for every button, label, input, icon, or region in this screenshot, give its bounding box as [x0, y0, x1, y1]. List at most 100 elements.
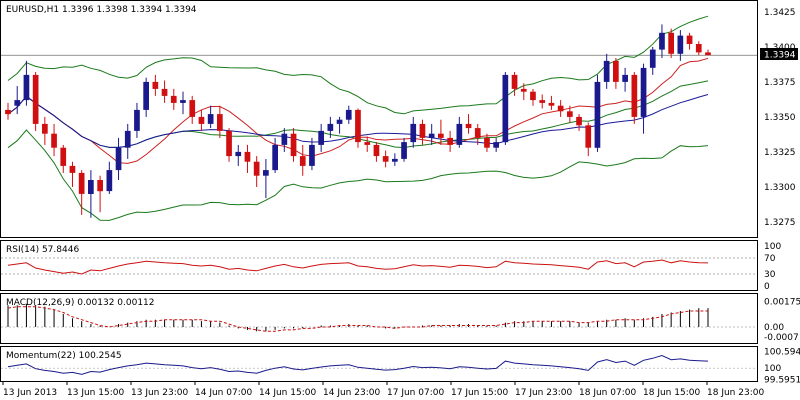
momentum-header: Momentum(22) 100.2545: [6, 351, 122, 361]
candle-body: [502, 74, 509, 143]
macd-tick-label: 0.00: [764, 323, 784, 333]
candle-body: [124, 130, 131, 148]
candle-body: [493, 142, 499, 148]
rsi-tick-label: 30: [764, 270, 776, 280]
price-tick-label: 1.3300: [764, 183, 796, 193]
candle-body: [631, 74, 638, 117]
price-tick-label: 1.3350: [764, 113, 796, 123]
candle-body: [88, 180, 94, 194]
momentum-series: 100.5945 100 99.5951: [1, 347, 800, 386]
candle-body: [438, 133, 444, 138]
time-tick-label: 14 Jun 07:00: [195, 388, 252, 398]
time-tick-label: 18 Jun 07:00: [579, 388, 636, 398]
candle-body: [189, 100, 196, 117]
candle-body: [382, 156, 389, 162]
candle-body: [640, 67, 647, 117]
candle-body: [78, 172, 85, 194]
candle-body: [60, 147, 67, 166]
momentum-tick-label: 99.5951: [764, 376, 800, 386]
time-tick-label: 17 Jun 23:00: [515, 388, 572, 398]
candle-body: [235, 151, 242, 157]
candle-body: [244, 151, 251, 162]
momentum-line: [7, 354, 709, 375]
candle-body: [318, 130, 324, 145]
candle-body: [410, 123, 417, 143]
candle-body: [447, 137, 453, 145]
macd-panel: [0, 293, 758, 344]
current-price-box: [760, 48, 798, 60]
price-tick-label: 1.3375: [764, 78, 796, 88]
candle-body: [567, 111, 573, 117]
candle-body: [548, 102, 555, 106]
candle-body: [161, 88, 168, 96]
candle-body: [456, 123, 463, 145]
macd-signal-line: [7, 306, 708, 332]
candle-body: [336, 119, 343, 124]
candle-body: [530, 91, 536, 101]
price-tick-label: 1.3325: [764, 148, 796, 158]
price-tick-label: 1.3275: [764, 218, 796, 228]
candle-body: [32, 74, 39, 124]
time-tick-label: 13 Jun 15:00: [67, 388, 124, 398]
candle-body: [659, 32, 665, 50]
candle-body: [511, 74, 518, 89]
rsi-line: [7, 259, 709, 275]
candle-body: [198, 116, 205, 124]
momentum-tick-label: 100: [764, 364, 781, 374]
candle-body: [299, 156, 306, 166]
candle-body: [134, 109, 140, 131]
rsi-tick-label: 70: [764, 254, 776, 264]
candle-body: [207, 114, 214, 124]
candle-body: [594, 81, 601, 148]
candle-body: [401, 142, 407, 159]
time-tick-label: 13 Jun 2013: [3, 388, 57, 398]
price-tick-label: 1.3400: [764, 43, 796, 53]
candle-body: [649, 49, 656, 68]
candle-body: [622, 74, 628, 82]
candle-body: [484, 137, 490, 148]
time-tick-label: 17 Jun 15:00: [451, 388, 508, 398]
rsi-series: 100 70 30 0: [1, 242, 781, 292]
candle-body: [345, 109, 352, 120]
candle-body: [705, 52, 711, 56]
candle-body: [392, 158, 398, 162]
rsi-tick-label: 100: [764, 242, 781, 252]
candle-body: [143, 81, 149, 110]
macd-tick-label: 0.00175: [764, 298, 800, 308]
macd-tick-label: -0.0007: [764, 333, 799, 343]
bollinger-upper-line: [7, 15, 709, 115]
current-price-label: 1.3394: [764, 51, 796, 61]
candle-body: [474, 128, 481, 138]
time-tick-label: 18 Jun 23:00: [707, 388, 764, 398]
price-tick-label: 1.3425: [764, 8, 796, 18]
candle-body: [281, 133, 288, 145]
candle-body: [263, 170, 269, 176]
candle-body: [217, 114, 223, 131]
candle-body: [309, 144, 315, 166]
rsi-tick-label: 0: [764, 282, 770, 292]
candle-body: [585, 125, 592, 148]
candle-body: [69, 165, 76, 173]
rsi-panel: [0, 240, 758, 291]
candle-body: [465, 123, 472, 129]
momentum-tick-label: 100.5945: [764, 347, 800, 357]
price-header: EURUSD,H1 1.3396 1.3398 1.3394 1.3394: [6, 5, 197, 15]
time-tick-label: 13 Jun 23:00: [131, 388, 188, 398]
candle-body: [419, 123, 426, 138]
time-tick-label: 14 Jun 15:00: [259, 388, 316, 398]
macd-series: 0.00175 0.00-0.0007: [1, 298, 800, 343]
candle-body: [97, 180, 103, 192]
candle-body: [42, 123, 48, 134]
axis-labels: 1.3425 1.3400 1.3375 1.3350 1.3325 1.3300 1.32…: [2, 8, 796, 398]
candle-body: [51, 133, 57, 148]
time-tick-label: 18 Jun 15:00: [643, 388, 700, 398]
candle-body: [253, 161, 260, 176]
time-tick-label: 14 Jun 23:00: [323, 388, 380, 398]
candle-body: [520, 88, 527, 92]
candle-body: [106, 170, 113, 192]
time-tick-label: 17 Jun 07:00: [387, 388, 444, 398]
macd-header: MACD(12,26,9) 0.00132 0.00112: [6, 298, 155, 308]
candle-body: [695, 44, 702, 53]
candle-body: [327, 123, 334, 131]
